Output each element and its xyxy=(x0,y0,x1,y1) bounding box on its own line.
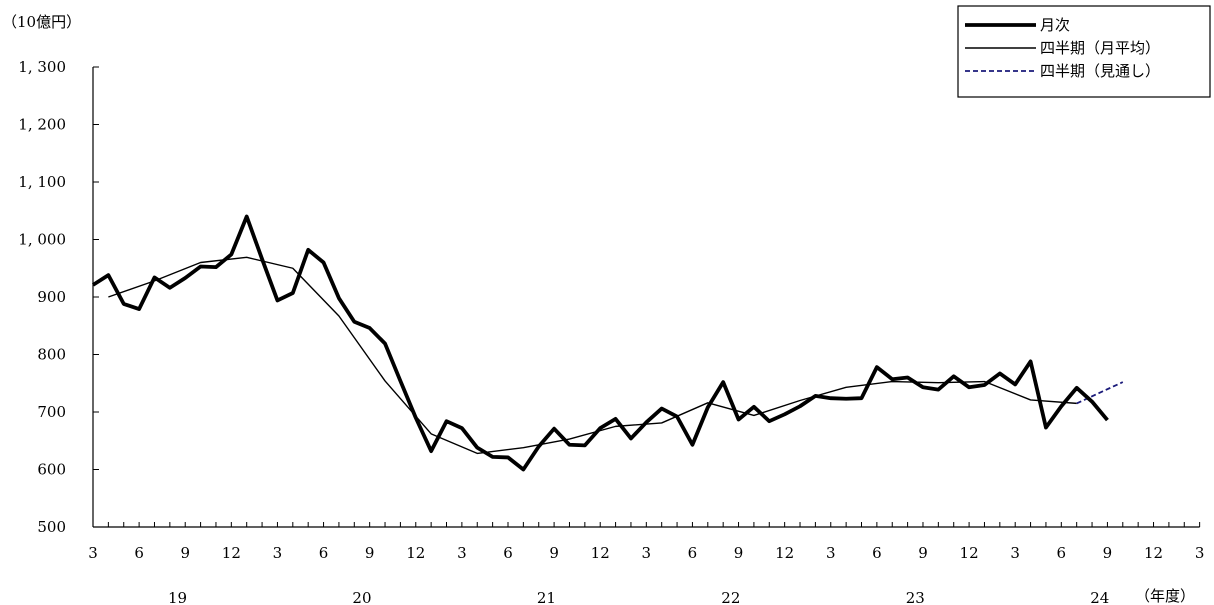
x-tick-label: 3 xyxy=(826,544,836,562)
year-labels: 19 20 21 22 23 24 xyxy=(168,589,1109,605)
tick-marks xyxy=(92,66,1201,528)
year-label: 23 xyxy=(906,589,925,605)
y-tick-label: 1, 000 xyxy=(18,231,66,249)
x-tick-label: 12 xyxy=(1144,544,1163,562)
y-tick-label: 900 xyxy=(37,288,66,306)
x-tick-label: 12 xyxy=(406,544,425,562)
x-tick-label: 3 xyxy=(1195,544,1205,562)
series-line-0 xyxy=(91,214,1109,472)
legend-label: 四半期（月平均） xyxy=(1040,39,1160,57)
x-tick-label: 6 xyxy=(1057,544,1067,562)
x-tick-label: 12 xyxy=(222,544,241,562)
series-line-1 xyxy=(108,256,1077,455)
y-tick-label: 1, 100 xyxy=(18,173,66,191)
y-tick-label: 1, 300 xyxy=(18,58,66,76)
year-label: 21 xyxy=(537,589,556,605)
x-tick-label: 12 xyxy=(960,544,979,562)
x-tick-labels: 3 6 9 12 3 6 9 12 3 6 9 12 3 6 9 12 3 6 9 12 3 6 9 12 3 xyxy=(88,544,1204,562)
y-unit-label: （10億円） xyxy=(2,13,81,31)
x-tick-label: 12 xyxy=(775,544,794,562)
x-unit-label: （年度） xyxy=(1135,587,1195,605)
x-tick-label: 6 xyxy=(503,544,513,562)
y-tick-label: 700 xyxy=(37,403,66,421)
legend-box xyxy=(957,5,1211,98)
axes xyxy=(92,67,1200,528)
year-label: 19 xyxy=(168,589,187,605)
x-tick-label: 3 xyxy=(88,544,98,562)
year-label: 22 xyxy=(721,589,740,605)
x-tick-label: 9 xyxy=(365,544,375,562)
legend-label: 月次 xyxy=(1040,16,1070,34)
x-tick-label: 12 xyxy=(591,544,610,562)
x-tick-label: 9 xyxy=(734,544,744,562)
x-tick-label: 3 xyxy=(457,544,467,562)
x-tick-label: 3 xyxy=(642,544,652,562)
x-tick-label: 6 xyxy=(688,544,698,562)
x-tick-label: 9 xyxy=(1103,544,1113,562)
series-line-2 xyxy=(1076,381,1124,405)
x-tick-label: 9 xyxy=(918,544,928,562)
x-tick-label: 6 xyxy=(134,544,144,562)
x-tick-label: 9 xyxy=(549,544,559,562)
y-tick-label: 800 xyxy=(37,346,66,364)
y-tick-label: 500 xyxy=(37,518,66,536)
year-label: 20 xyxy=(352,589,371,605)
y-tick-label: 600 xyxy=(37,461,66,479)
x-tick-label: 6 xyxy=(872,544,882,562)
year-label: 24 xyxy=(1090,589,1109,605)
y-tick-label: 1, 200 xyxy=(18,116,66,134)
x-tick-label: 3 xyxy=(1010,544,1020,562)
x-tick-label: 3 xyxy=(273,544,283,562)
y-tick-labels: 500 600 700 800 900 1, 000 1, 100 1, 200 1, 300 xyxy=(18,58,66,536)
x-tick-label: 9 xyxy=(180,544,190,562)
x-tick-label: 6 xyxy=(319,544,329,562)
series-lines xyxy=(91,214,1124,472)
legend-label: 四半期（見通し） xyxy=(1040,62,1160,80)
